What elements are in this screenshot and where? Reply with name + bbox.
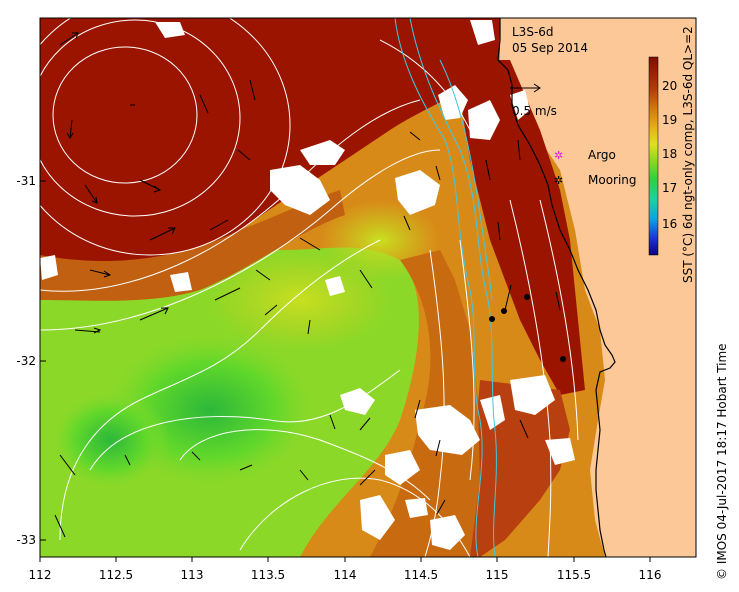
coastline	[497, 18, 616, 557]
colorbar-tick-19: 19	[662, 113, 677, 127]
legend: ✲ Argo ✲ Mooring	[554, 148, 637, 187]
mooring-markers	[489, 294, 566, 362]
y-tick-label-32: -32	[16, 354, 36, 368]
x-tick-label-113: 113	[181, 568, 204, 582]
velocity-arrows	[54, 32, 561, 538]
product-label: L3S-6d	[512, 25, 554, 39]
colorbar-tick-17: 17	[662, 181, 677, 195]
colorbar-tick-18: 18	[662, 147, 677, 161]
date-label: 05 Sep 2014	[512, 41, 588, 55]
x-tick-label-114: 114	[334, 568, 357, 582]
y-tick-label-33: -33	[16, 533, 36, 547]
y-tick-label-31: -31	[16, 174, 36, 188]
speed-scale-arrow	[510, 83, 541, 93]
plot-frame	[39, 17, 697, 558]
mooring-legend-label: Mooring	[588, 173, 637, 187]
x-tick-label-116: 116	[639, 568, 662, 582]
colorbar-tick-16: 16	[662, 217, 677, 231]
x-axis	[39, 557, 651, 562]
x-tick-label-112-5: 112.5	[99, 568, 133, 582]
speed-scale-label: 0.5 m/s	[512, 104, 557, 118]
colorbar: 20 19 18 17 16 SST (°C) 6d ngt-only comp…	[648, 26, 695, 283]
argo-symbol-icon: ✲	[554, 149, 563, 162]
mooring-symbol-icon: ✲	[554, 174, 563, 187]
colorbar-title: SST (°C) 6d ngt-only comp, L3S-6d QL>=2	[681, 26, 695, 283]
bathymetry-lines	[394, 18, 497, 557]
colorbar-scale	[648, 56, 659, 256]
argo-legend-label: Argo	[588, 148, 616, 162]
colorbar-tick-20: 20	[662, 79, 677, 93]
streamlines	[40, 18, 579, 557]
x-tick-label-113-5: 113.5	[251, 568, 285, 582]
credit-text: © IMOS 04-Jul-2017 18:17 Hobart Time	[715, 343, 729, 580]
y-axis	[40, 180, 46, 541]
x-tick-label-115: 115	[486, 568, 509, 582]
x-tick-label-114-5: 114.5	[404, 568, 438, 582]
sst-field	[40, 18, 696, 557]
x-tick-label-112: 112	[29, 568, 52, 582]
x-tick-label-115-5: 115.5	[557, 568, 591, 582]
